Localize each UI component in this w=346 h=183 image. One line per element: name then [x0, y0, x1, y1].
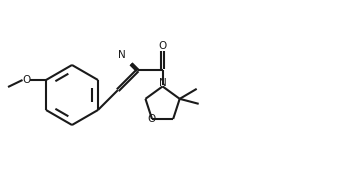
Text: N: N	[159, 78, 166, 88]
Text: N: N	[118, 50, 126, 60]
Text: O: O	[148, 114, 156, 124]
Text: O: O	[158, 41, 167, 51]
Text: O: O	[22, 75, 30, 85]
